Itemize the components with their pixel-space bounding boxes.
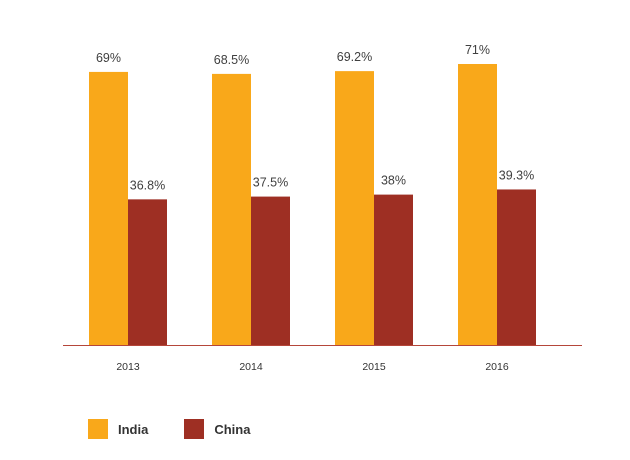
bar-china-2014: [251, 196, 290, 345]
bars-group: [89, 64, 536, 346]
bar-india-2015: [335, 71, 374, 345]
legend-label-india: India: [118, 421, 149, 437]
data-label-china-2013: 36.8%: [130, 178, 165, 192]
x-tick-label-2015: 2015: [362, 361, 386, 373]
bar-india-2013: [89, 71, 128, 345]
legend-item-china: China: [184, 419, 250, 439]
bar-india-2016: [458, 64, 497, 345]
data-label-china-2015: 38%: [381, 174, 406, 188]
data-label-india-2014: 68.5%: [214, 53, 249, 67]
bar-china-2016: [497, 189, 536, 345]
data-labels-group: 69% 36.8% 68.5% 37.5% 69.2% 38% 71% 39.3%: [96, 43, 534, 192]
data-label-china-2014: 37.5%: [253, 176, 288, 190]
bar-china-2013: [128, 199, 167, 345]
data-label-india-2015: 69.2%: [337, 50, 372, 64]
x-tick-labels-group: 2013 2014 2015 2016: [116, 361, 509, 373]
bar-china-2015: [374, 194, 413, 345]
legend: India China: [88, 419, 250, 439]
legend-label-china: China: [214, 421, 251, 437]
legend-swatch-china: [184, 419, 205, 439]
data-label-china-2016: 39.3%: [499, 168, 534, 182]
data-label-india-2016: 71%: [465, 43, 490, 57]
x-tick-label-2013: 2013: [116, 361, 140, 373]
x-tick-label-2016: 2016: [485, 361, 509, 373]
data-label-india-2013: 69%: [96, 51, 121, 65]
bar-india-2014: [212, 73, 251, 346]
legend-swatch-india: [88, 419, 108, 439]
legend-item-india: India: [88, 419, 148, 439]
x-tick-label-2014: 2014: [239, 361, 263, 373]
